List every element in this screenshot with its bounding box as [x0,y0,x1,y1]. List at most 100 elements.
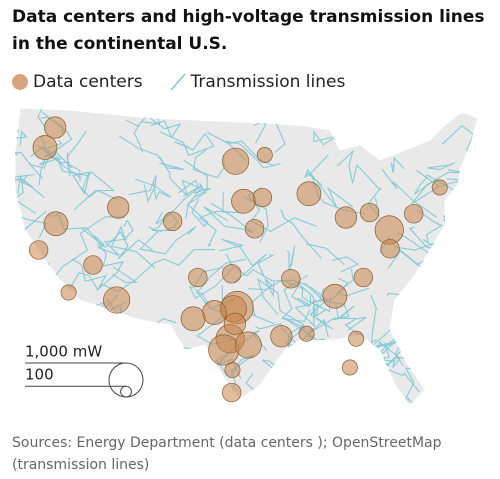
transmission-line [15,263,50,314]
data-center [60,284,77,301]
data-center [224,362,241,378]
transmission-line [313,130,338,146]
data-center [83,255,103,275]
size-legend: 1,000 mW 100 [25,343,144,398]
transmission-line [139,226,197,255]
data-center [380,239,400,259]
transmission-line [15,380,18,402]
transmission-line [304,154,354,209]
data-center [359,202,380,223]
transmission-line [159,131,215,157]
transmission-line [370,342,396,368]
transmission-line [51,387,102,405]
transmission-line [137,356,184,390]
transmission-line [159,156,200,197]
data-center [208,334,240,366]
data-center [231,188,256,214]
size-legend-label: 1,000 mW [25,343,102,361]
data-center [201,300,227,325]
transmission-line [453,326,478,361]
transmission-line [131,339,157,363]
data-center [256,147,273,163]
transmission-line [381,168,437,218]
transmission-line [134,178,172,201]
legend-line [169,73,186,91]
data-center [223,312,246,335]
transmission-line [15,175,47,230]
transmission-line [224,140,281,169]
data-center [162,211,183,231]
data-center [32,135,58,160]
data-center [334,206,358,229]
data-center [322,283,348,309]
data-center [431,179,448,196]
transmission-line [257,254,275,278]
data-center [44,116,67,139]
transmission-line [119,108,161,153]
transmission-line [95,365,121,385]
transmission-line [470,216,478,249]
transmission-line [245,373,275,405]
legend-label: Transmission lines [190,72,346,92]
data-center [252,187,273,208]
data-centers [28,116,448,403]
transmission-line [53,307,96,329]
transmission-line [15,254,27,275]
transmission-line [15,152,43,179]
transmission-line [288,356,314,378]
transmission-line [218,238,268,283]
data-center [188,267,208,288]
transmission-line [443,197,470,222]
transmission-line [66,130,87,182]
transmission-line [417,340,478,371]
transmission-line [22,108,47,130]
transmission-line [426,162,456,171]
transmission-line [118,248,216,292]
transmission-line [429,360,455,403]
transmission-line [294,297,319,328]
transmission-line [335,304,355,320]
transmission-line [15,173,45,198]
transmission-line [424,282,451,335]
transmission-line [416,209,443,243]
transmission-line [94,235,128,256]
size-legend-label: 100 [25,366,54,384]
transmission-line [359,364,372,397]
transmission-line [319,287,350,321]
data-center [222,147,250,175]
source: Sources: Energy Department (data centers… [12,435,442,473]
transmission-line [72,171,118,201]
transmission-line [458,241,478,282]
transmission-line [413,174,474,204]
transmission-line [247,279,332,313]
transmission-line [27,313,75,343]
transmission-line [147,115,182,139]
data-center [43,211,69,237]
data-center [234,331,262,359]
data-center [296,181,322,207]
legend: Data centers Transmission lines [10,72,345,92]
transmission-line [421,334,446,368]
title: Data centers and high-voltage transmissi… [12,7,485,54]
transmission-line [331,256,360,273]
data-center [103,286,131,314]
transmission-line [96,243,124,293]
transmission-line [189,364,224,394]
transmission-line [110,219,156,269]
data-center [348,330,365,347]
data-center [270,325,293,348]
transmission-line [441,124,478,165]
transmission-line [81,227,154,260]
transmission-line [434,336,475,380]
transmission-line [128,174,157,204]
data-center [244,219,265,239]
transmission-line [303,338,345,359]
data-center [281,269,301,289]
data-center [298,325,315,342]
data-center [107,196,130,219]
transmission-line [68,258,107,291]
transmission-line [336,149,381,190]
transmission-line [183,160,211,198]
transmission-line [58,163,116,211]
